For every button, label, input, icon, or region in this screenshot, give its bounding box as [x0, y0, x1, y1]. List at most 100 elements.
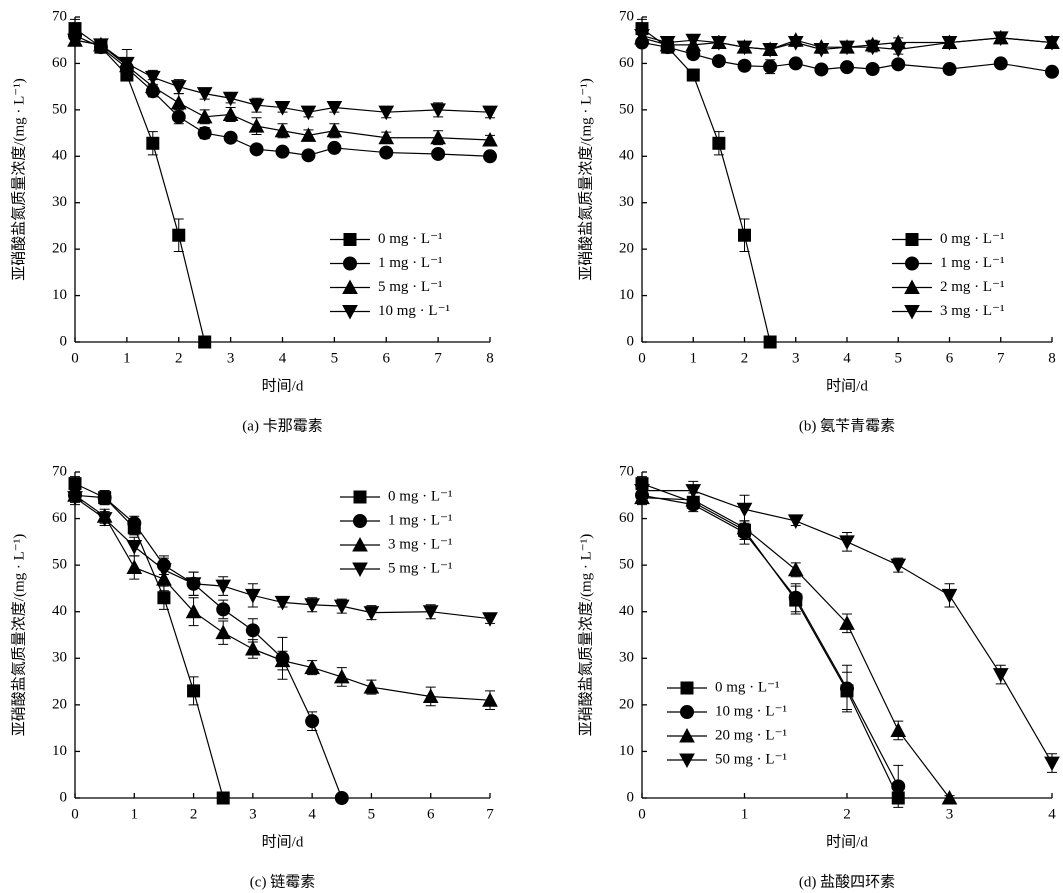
data-point	[992, 31, 1009, 46]
y-tick-label: 70	[52, 8, 67, 24]
data-point	[787, 514, 804, 529]
data-point	[379, 145, 394, 160]
legend-marker	[904, 279, 920, 294]
y-tick-label: 40	[619, 148, 634, 164]
data-point	[788, 590, 803, 605]
x-tick-label: 1	[690, 350, 698, 366]
data-point	[865, 62, 880, 76]
data-point	[93, 38, 109, 53]
data-point	[763, 335, 777, 349]
x-tick-label: 6	[427, 806, 435, 822]
y-tick-label: 50	[619, 101, 634, 117]
x-tick-label: 7	[434, 350, 442, 366]
y-tick-label: 20	[52, 241, 67, 257]
data-point	[144, 70, 161, 86]
x-axis-label: 时间/d	[826, 833, 868, 850]
data-point	[172, 228, 186, 242]
y-tick-label: 30	[52, 194, 67, 210]
data-point	[127, 516, 142, 531]
data-point	[274, 652, 291, 668]
data-point	[245, 588, 261, 604]
legend-label: 50 mg · L⁻¹	[715, 751, 787, 767]
data-point	[738, 228, 751, 242]
data-point	[144, 78, 161, 94]
data-point	[245, 640, 261, 656]
panel-caption: (c) 链霉素	[250, 873, 315, 890]
y-tick-label: 30	[52, 650, 67, 666]
data-point	[274, 122, 291, 138]
data-point	[67, 491, 83, 506]
data-point	[634, 484, 650, 499]
y-axis-label: 亚硝酸盐氮质量浓度/(mg · L⁻¹)	[577, 534, 594, 736]
legend-label: 3 mg · L⁻¹	[940, 303, 1005, 319]
x-tick-label: 5	[895, 350, 903, 366]
data-point	[813, 43, 830, 58]
panel-caption: (d) 盐酸四环素	[799, 873, 895, 890]
x-tick-label: 4	[308, 806, 316, 822]
data-point	[119, 56, 135, 72]
data-point	[763, 59, 778, 74]
data-point	[170, 80, 187, 95]
data-point	[146, 136, 160, 150]
x-tick-label: 2	[190, 806, 198, 822]
data-point	[126, 540, 143, 555]
data-point	[304, 598, 320, 613]
data-point	[482, 612, 498, 627]
legend-label: 10 mg · L⁻¹	[378, 303, 450, 319]
data-point	[274, 101, 291, 116]
data-point	[222, 91, 239, 107]
x-tick-label: 2	[741, 350, 749, 366]
legend-label: 20 mg · L⁻¹	[715, 727, 787, 743]
data-point	[430, 103, 446, 118]
data-point	[300, 105, 317, 121]
data-point	[737, 58, 752, 73]
y-axis-label: 亚硝酸盐氮质量浓度/(mg · L⁻¹)	[577, 78, 594, 280]
data-point	[839, 535, 855, 550]
data-point	[787, 36, 804, 51]
data-point	[430, 129, 446, 145]
data-point	[659, 36, 676, 51]
y-tick-label: 60	[619, 510, 634, 526]
legend-label: 0 mg · L⁻¹	[715, 679, 780, 695]
data-point	[762, 43, 778, 58]
y-tick-label: 0	[627, 789, 635, 805]
data-point	[422, 605, 439, 620]
y-tick-label: 70	[619, 463, 634, 479]
data-point	[840, 60, 854, 75]
data-point	[1045, 64, 1059, 79]
data-point	[1044, 756, 1060, 772]
y-tick-label: 60	[52, 510, 67, 526]
data-point	[685, 484, 702, 499]
x-tick-label: 2	[843, 806, 851, 822]
y-axis-label: 亚硝酸盐氮质量浓度/(mg · L⁻¹)	[10, 534, 27, 736]
x-axis-label: 时间/d	[262, 833, 304, 850]
legend-marker	[679, 727, 695, 743]
data-point	[248, 118, 265, 133]
legend-label: 3 mg · L⁻¹	[388, 536, 453, 552]
x-tick-label: 1	[741, 806, 749, 822]
y-tick-label: 30	[619, 650, 634, 666]
legend-label: 2 mg · L⁻¹	[940, 279, 1005, 295]
data-point	[942, 62, 957, 76]
legend-marker	[679, 753, 695, 769]
data-point	[864, 40, 881, 56]
data-point	[275, 144, 290, 159]
y-tick-label: 50	[619, 557, 634, 573]
y-axis-label: 亚硝酸盐氮质量浓度/(mg · L⁻¹)	[10, 78, 27, 280]
data-point	[941, 588, 958, 604]
x-tick-label: 0	[638, 806, 646, 822]
y-tick-label: 10	[619, 287, 634, 303]
x-tick-label: 4	[843, 350, 851, 366]
legend-marker	[680, 681, 694, 695]
data-point	[712, 136, 726, 150]
data-point	[333, 599, 350, 615]
data-point	[993, 56, 1008, 71]
data-point	[215, 624, 232, 640]
x-tick-label: 3	[249, 806, 257, 822]
legend-label: 10 mg · L⁻¹	[715, 703, 787, 719]
data-point	[891, 57, 906, 72]
data-point	[300, 127, 317, 142]
series-line	[641, 497, 950, 799]
x-tick-label: 3	[227, 350, 235, 366]
